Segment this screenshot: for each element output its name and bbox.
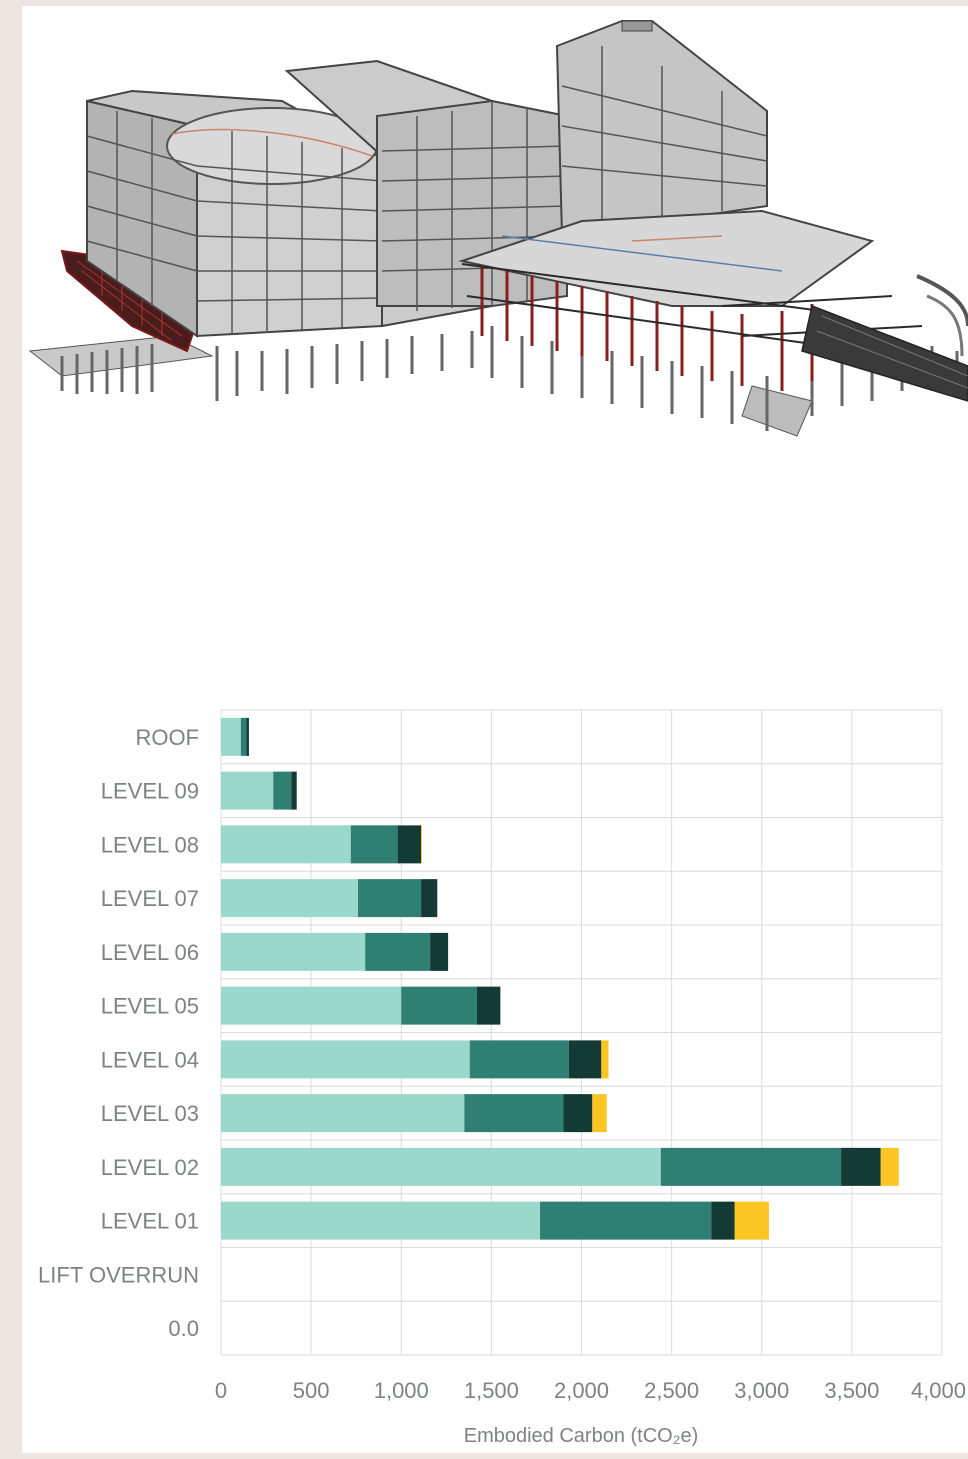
bar-segment (221, 879, 358, 918)
bar-segment (221, 932, 366, 971)
bar-segment (469, 1040, 569, 1079)
category-label: LEVEL 03 (101, 1101, 199, 1126)
bar-segment (401, 986, 477, 1025)
category-label: LEVEL 07 (101, 886, 199, 911)
bar-segment (221, 771, 274, 810)
x-tick-label: 0 (215, 1378, 227, 1403)
bar-segment (540, 1201, 712, 1240)
bar-segment (221, 986, 402, 1025)
top-border-strip (0, 0, 968, 6)
left-border-strip (0, 0, 22, 1459)
bar-segment (291, 771, 297, 810)
bar-segment (221, 1201, 541, 1240)
x-tick-label: 2,500 (644, 1378, 699, 1403)
bar-segment (357, 879, 422, 918)
category-label: 0.0 (168, 1316, 199, 1341)
bottom-border-strip (0, 1453, 968, 1459)
bar-segment (476, 986, 501, 1025)
building-structural-model-icon (28, 20, 968, 437)
category-label: ROOF (135, 725, 199, 750)
bar-segment (221, 1147, 661, 1186)
bar-segment (221, 717, 241, 756)
embodied-carbon-chart: ROOF LEVEL 09 LEVEL 08 LEVEL 07 LEVEL 06 LEVE… (38, 709, 966, 1447)
category-label: LEVEL 05 (101, 994, 199, 1019)
x-tick-label: 1,500 (464, 1378, 519, 1403)
category-label: LEVEL 01 (101, 1209, 199, 1234)
category-label: LEVEL 06 (101, 940, 199, 965)
bar-segment (464, 1094, 564, 1133)
x-tick-label: 4,000 (911, 1378, 966, 1403)
bar-segment (221, 825, 351, 864)
category-label: LEVEL 02 (101, 1155, 199, 1180)
bar-segment (421, 879, 438, 918)
bar-segment (734, 1201, 769, 1240)
bar-segment (350, 825, 398, 864)
x-tick-label: 500 (293, 1378, 330, 1403)
x-tick-labels: 0 500 1,000 1,500 2,000 2,500 3,000 3,500 4,000 (215, 1378, 966, 1403)
category-label: LEVEL 09 (101, 779, 199, 804)
bar-segment (601, 1040, 609, 1079)
bar-segment (397, 825, 422, 864)
bar-segment (592, 1094, 607, 1133)
category-label: LEVEL 04 (101, 1047, 199, 1072)
bar-segment (365, 932, 431, 971)
category-label: LIFT OVERRUN (38, 1262, 199, 1287)
bar-segment (221, 1040, 470, 1079)
bar-segment (430, 932, 449, 971)
bar-segment (273, 771, 292, 810)
x-tick-label: 2,000 (554, 1378, 609, 1403)
bar-segment (711, 1201, 735, 1240)
bar-segment (880, 1147, 899, 1186)
bar-segment (421, 825, 422, 864)
chart-bars (221, 717, 899, 1240)
bar-segment (568, 1040, 602, 1079)
bar-segment (240, 717, 247, 756)
bar-segment (563, 1094, 593, 1133)
x-tick-label: 3,500 (824, 1378, 879, 1403)
bar-segment (660, 1147, 842, 1186)
x-tick-label: 3,000 (734, 1378, 789, 1403)
bar-segment (221, 1094, 465, 1133)
x-axis-title: Embodied Carbon (tCO₂e) (464, 1425, 699, 1447)
category-labels: ROOF LEVEL 09 LEVEL 08 LEVEL 07 LEVEL 06 LEVE… (38, 725, 199, 1341)
x-tick-label: 1,000 (374, 1378, 429, 1403)
category-label: LEVEL 08 (101, 832, 199, 857)
chart-gridlines (220, 709, 943, 1356)
bar-segment (246, 717, 249, 756)
bar-segment (841, 1147, 881, 1186)
